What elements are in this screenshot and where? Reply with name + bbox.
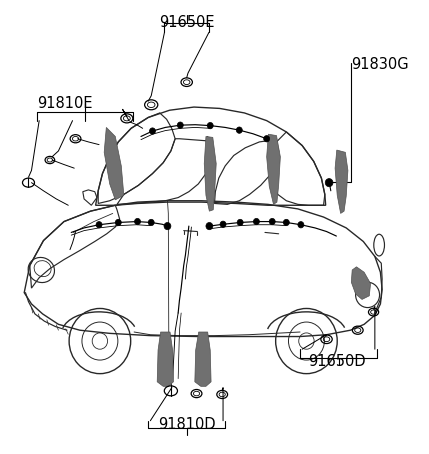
Polygon shape [104,128,124,200]
Text: 91650E: 91650E [159,15,214,30]
Circle shape [236,127,242,133]
Circle shape [237,219,243,226]
Circle shape [207,123,213,129]
Polygon shape [195,332,211,386]
Circle shape [115,219,121,226]
Text: 91830G: 91830G [351,57,409,72]
Text: 91650D: 91650D [308,354,366,369]
Circle shape [164,222,171,230]
Circle shape [135,218,141,225]
Circle shape [283,219,289,226]
Circle shape [220,221,226,227]
Circle shape [148,219,154,226]
Text: 91810D: 91810D [158,417,215,432]
Circle shape [149,128,155,134]
Circle shape [177,122,183,128]
Polygon shape [267,134,281,204]
Polygon shape [204,137,216,211]
Circle shape [264,136,270,142]
Polygon shape [157,332,173,386]
Circle shape [254,218,260,225]
Circle shape [325,178,333,187]
Circle shape [96,222,102,228]
Text: 91810E: 91810E [37,96,93,111]
Polygon shape [335,150,348,213]
Circle shape [298,222,304,228]
Polygon shape [351,267,371,300]
Circle shape [269,218,275,225]
Circle shape [206,222,213,230]
